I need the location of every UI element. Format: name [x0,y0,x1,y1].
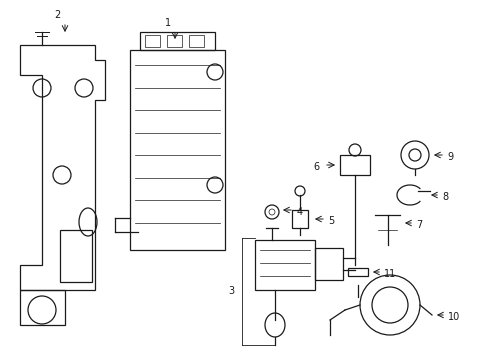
Bar [291,210,307,228]
Bar [130,50,224,250]
Text: 2: 2 [54,10,60,20]
Bar [339,155,369,175]
Bar [140,32,215,50]
Text: 9: 9 [446,152,452,162]
Text: 5: 5 [327,216,334,226]
Bar [60,230,92,282]
Text: 8: 8 [441,192,447,202]
Text: 10: 10 [447,312,459,322]
Text: 6: 6 [313,162,319,172]
Bar [314,248,342,280]
Bar [145,35,160,47]
Text: 7: 7 [415,220,421,230]
Text: 4: 4 [296,207,303,217]
Text: 1: 1 [164,18,171,28]
Text: 11: 11 [383,269,395,279]
Bar [167,35,182,47]
Bar [254,240,314,290]
Bar [189,35,203,47]
Text: 3: 3 [227,286,234,296]
Bar [347,268,367,276]
